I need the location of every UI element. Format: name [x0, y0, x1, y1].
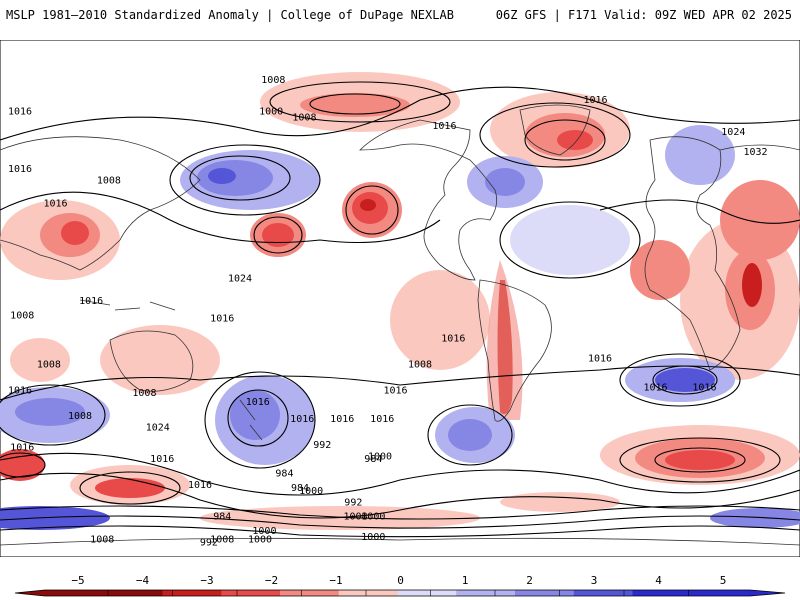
colorbar-tick-label: 0: [397, 574, 404, 587]
isobar-label: 1016: [644, 382, 668, 393]
world-map: 1008100010081016101610161008102410321016…: [0, 40, 800, 557]
isobar-label: 1000: [361, 512, 385, 523]
header-title-left: MSLP 1981–2010 Standardized Anomaly | Co…: [6, 8, 454, 22]
isobar-label: 984: [213, 512, 231, 523]
colorbar-swatch: [45, 590, 105, 596]
isobar-label: 1024: [721, 127, 745, 138]
colorbar-swatches: [14, 589, 786, 597]
isobar-label: 1008: [97, 176, 121, 187]
isobar-label: 1024: [228, 273, 252, 284]
isobar-label: 1016: [330, 414, 354, 425]
isobar-label: 1016: [432, 121, 456, 132]
isobar-label: 1008: [90, 535, 114, 546]
isobar-label: 1016: [370, 414, 394, 425]
colorbar-tick-label: −2: [265, 574, 278, 587]
isobar-label: 1016: [290, 414, 314, 425]
colorbar-swatch: [338, 590, 398, 596]
isobar-label: 992: [344, 497, 362, 508]
colorbar-swatch: [162, 590, 222, 596]
isobar-label: 1008: [68, 411, 92, 422]
isobar-label: 1016: [692, 382, 716, 393]
isobar-label: 1008: [210, 535, 234, 546]
isobar-label: 1008: [37, 359, 61, 370]
colorbar-tick-label: −1: [329, 574, 342, 587]
isobar-label: 1016: [150, 454, 174, 465]
isobar-label: 1016: [44, 199, 68, 210]
isobar-label: 1008: [10, 311, 34, 322]
isobar-label: 1008: [292, 112, 316, 123]
header-title-right: 06Z GFS | F171 Valid: 09Z WED APR 02 202…: [495, 8, 792, 22]
colorbar-swatch: [103, 590, 163, 596]
isobar-label: 1000: [248, 535, 272, 546]
isobar-label: 1016: [210, 313, 234, 324]
isobar-label: 1016: [8, 107, 32, 118]
colorbar: −5 −4 −3 −2 −1 0 1 2 3 4 5: [14, 574, 786, 597]
isobar-label: 1032: [744, 147, 768, 158]
isobar-labels: 1008100010081016101610161008102410321016…: [8, 75, 768, 548]
isobar-label: 1016: [8, 385, 32, 396]
isobar-label: 1008: [344, 512, 368, 523]
isobar-label: 1000: [252, 526, 276, 537]
colorbar-tick-label: 5: [720, 574, 727, 587]
colorbar-swatch: [691, 590, 751, 596]
colorbar-left-arrow: [15, 590, 45, 596]
isobar-label: 1016: [584, 95, 608, 106]
colorbar-ticks: −5 −4 −3 −2 −1 0 1 2 3 4 5: [71, 574, 726, 596]
isobar-label: 1016: [188, 480, 212, 491]
colorbar-tick-label: 1: [462, 574, 469, 587]
isobar-label: 1008: [408, 359, 432, 370]
colorbar-tick-label: 3: [591, 574, 598, 587]
colorbar-swatch: [632, 590, 692, 596]
isobar-label: 984: [364, 454, 382, 465]
colorbar-swatch: [221, 590, 281, 596]
header: MSLP 1981–2010 Standardized Anomaly | Co…: [0, 0, 800, 30]
isobar-label: 992: [313, 440, 331, 451]
colorbar-tick-label: −5: [71, 574, 84, 587]
isobar-label: 1008: [132, 388, 156, 399]
isobar-label: 1024: [146, 423, 170, 434]
colorbar-tick-label: −3: [200, 574, 213, 587]
isobar-label: 1000: [368, 451, 392, 462]
isobar-label: 1000: [361, 532, 385, 543]
isobar-label: 992: [200, 538, 218, 549]
isobar-label: 1016: [384, 385, 408, 396]
colorbar-tick-label: 4: [655, 574, 662, 587]
colorbar-outline: [14, 589, 786, 597]
isobar-label: 1016: [246, 397, 270, 408]
isobar-label: 1016: [79, 296, 103, 307]
isobar-label: 1000: [259, 107, 283, 118]
colorbar-tick-label: −4: [136, 574, 150, 587]
colorbar-swatch: [573, 590, 633, 596]
isobar-label: 1016: [10, 443, 34, 454]
isobar-label: 1008: [261, 75, 285, 86]
colorbar-right-arrow: [750, 590, 785, 596]
colorbar-swatch: [397, 590, 457, 596]
colorbar-swatch: [456, 590, 516, 596]
isobar-label: 984: [275, 469, 293, 480]
isobar-label: 984: [291, 483, 309, 494]
isobar-label: 1016: [8, 164, 32, 175]
colorbar-swatch: [280, 590, 340, 596]
isobar-label: 1000: [299, 486, 323, 497]
colorbar-tick-label: 2: [526, 574, 533, 587]
isobar-contours: [0, 81, 800, 538]
isobar-label: 1016: [441, 334, 465, 345]
isobar-label: 1016: [588, 354, 612, 365]
coastlines: [0, 104, 800, 546]
colorbar-swatch: [515, 590, 575, 596]
